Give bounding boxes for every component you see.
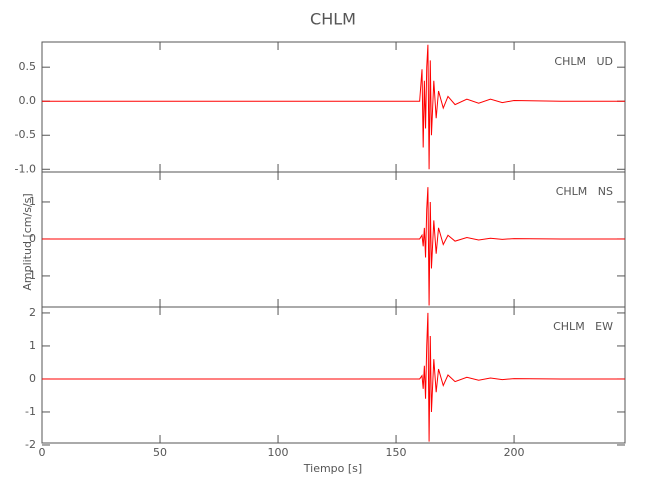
waveform [42, 44, 625, 170]
panel-label: CHLM UD [554, 55, 613, 68]
y-tick-label: 0.5 [19, 60, 37, 73]
y-tick-label: 0 [29, 372, 36, 385]
waveform [42, 187, 625, 306]
x-tick-label: 50 [153, 446, 167, 459]
y-tick-label: -1.0 [15, 162, 36, 175]
x-tick-label: 100 [268, 446, 289, 459]
y-axis-label: Amplitud [cm/s/s] [21, 193, 34, 290]
y-tick-label: 1 [29, 339, 36, 352]
panel-label: CHLM NS [556, 185, 613, 198]
chart-title: CHLM [310, 10, 356, 29]
y-tick-label: -0.5 [15, 128, 36, 141]
y-tick-label: 0 [29, 232, 36, 245]
x-tick-label: 0 [39, 446, 46, 459]
waveform [42, 312, 625, 442]
panel-frame [41, 171, 626, 308]
y-tick-label: 1 [29, 195, 36, 208]
x-tick-label: 150 [386, 446, 407, 459]
panel-frame [41, 41, 626, 173]
x-tick-label: 200 [504, 446, 525, 459]
y-tick-label: 1 [29, 269, 36, 282]
panel-frame [41, 306, 626, 444]
x-axis-label: Tiempo [s] [303, 462, 362, 475]
panel-label: CHLM EW [553, 320, 613, 333]
y-tick-label: -2 [25, 438, 36, 451]
y-tick-label: -1 [25, 405, 36, 418]
y-tick-label: 2 [29, 306, 36, 319]
y-tick-label: 0.0 [19, 94, 37, 107]
